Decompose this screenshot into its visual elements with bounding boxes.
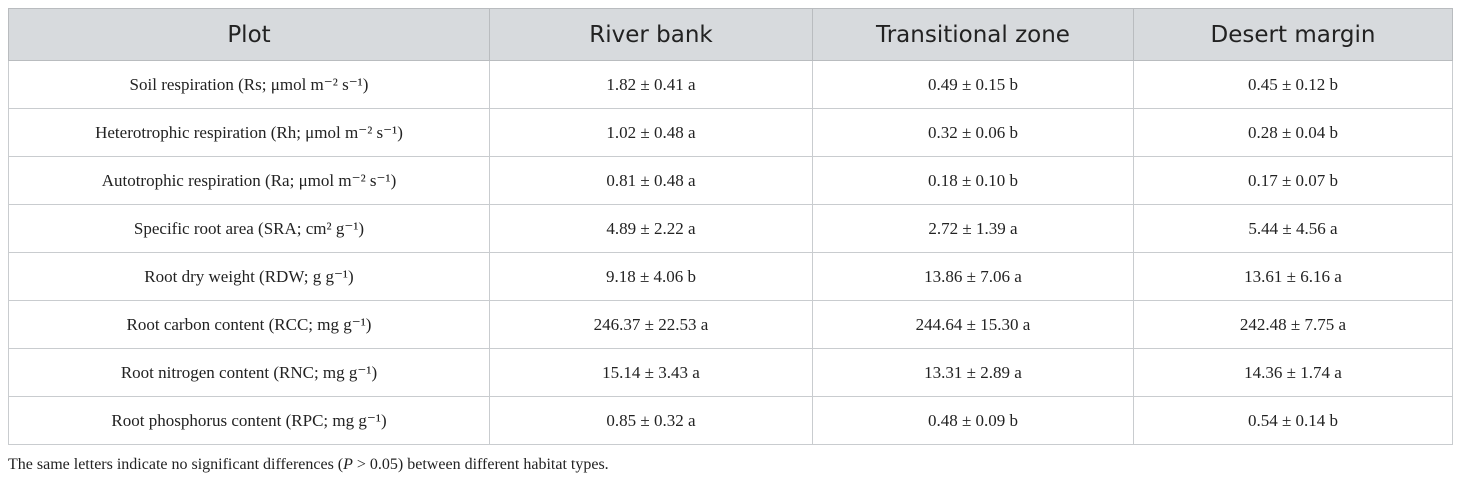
footnote-text: > 0.05) between different habitat types. <box>352 456 609 473</box>
row-label: Soil respiration (Rs; μmol m⁻² s⁻¹) <box>8 60 490 109</box>
value-cell: 13.61 ± 6.16 a <box>1133 252 1453 301</box>
row-label: Heterotrophic respiration (Rh; μmol m⁻² … <box>8 108 490 157</box>
table-header: Plot River bank Transitional zone Desert… <box>8 8 1453 61</box>
value-cell: 0.45 ± 0.12 b <box>1133 60 1453 109</box>
header-cell: Transitional zone <box>812 8 1134 61</box>
row-label: Root carbon content (RCC; mg g⁻¹) <box>8 300 490 349</box>
table-wrap: Plot River bank Transitional zone Desert… <box>8 8 1453 445</box>
value-cell: 0.81 ± 0.48 a <box>489 156 813 205</box>
table-row: Specific root area (SRA; cm² g⁻¹) 4.89 ± … <box>8 204 1453 253</box>
value-cell: 242.48 ± 7.75 a <box>1133 300 1453 349</box>
table-row: Soil respiration (Rs; μmol m⁻² s⁻¹) 1.82 … <box>8 60 1453 109</box>
value-cell: 0.48 ± 0.09 b <box>812 396 1134 445</box>
row-label: Root nitrogen content (RNC; mg g⁻¹) <box>8 348 490 397</box>
value-cell: 4.89 ± 2.22 a <box>489 204 813 253</box>
value-cell: 2.72 ± 1.39 a <box>812 204 1134 253</box>
header-cell: River bank <box>489 8 813 61</box>
table-row: Heterotrophic respiration (Rh; μmol m⁻² … <box>8 108 1453 157</box>
table-row: Root nitrogen content (RNC; mg g⁻¹) 15.14… <box>8 348 1453 397</box>
footnote: The same letters indicate no significant… <box>8 456 609 474</box>
row-label: Specific root area (SRA; cm² g⁻¹) <box>8 204 490 253</box>
header-cell: Plot <box>8 8 490 61</box>
row-label: Root phosphorus content (RPC; mg g⁻¹) <box>8 396 490 445</box>
value-cell: 5.44 ± 4.56 a <box>1133 204 1453 253</box>
value-cell: 1.02 ± 0.48 a <box>489 108 813 157</box>
footnote-italic: P <box>343 456 353 473</box>
table-row: Autotrophic respiration (Ra; μmol m⁻² s⁻… <box>8 156 1453 205</box>
value-cell: 0.32 ± 0.06 b <box>812 108 1134 157</box>
header-row: Plot River bank Transitional zone Desert… <box>8 8 1453 61</box>
value-cell: 0.49 ± 0.15 b <box>812 60 1134 109</box>
table-row: Root dry weight (RDW; g g⁻¹) 9.18 ± 4.06 … <box>8 252 1453 301</box>
footnote-text: The same letters indicate no significant… <box>8 456 344 473</box>
value-cell: 0.18 ± 0.10 b <box>812 156 1134 205</box>
row-label: Root dry weight (RDW; g g⁻¹) <box>8 252 490 301</box>
value-cell: 13.31 ± 2.89 a <box>812 348 1134 397</box>
value-cell: 246.37 ± 22.53 a <box>489 300 813 349</box>
value-cell: 14.36 ± 1.74 a <box>1133 348 1453 397</box>
table-row: Root phosphorus content (RPC; mg g⁻¹) 0.8… <box>8 396 1453 445</box>
table-body: Soil respiration (Rs; μmol m⁻² s⁻¹) 1.82 … <box>8 60 1453 445</box>
table: Plot River bank Transitional zone Desert… <box>8 8 1453 445</box>
table-row: Root carbon content (RCC; mg g⁻¹) 246.37 … <box>8 300 1453 349</box>
value-cell: 244.64 ± 15.30 a <box>812 300 1134 349</box>
value-cell: 1.82 ± 0.41 a <box>489 60 813 109</box>
value-cell: 0.85 ± 0.32 a <box>489 396 813 445</box>
value-cell: 0.54 ± 0.14 b <box>1133 396 1453 445</box>
row-label: Autotrophic respiration (Ra; μmol m⁻² s⁻… <box>8 156 490 205</box>
value-cell: 9.18 ± 4.06 b <box>489 252 813 301</box>
header-cell: Desert margin <box>1133 8 1453 61</box>
value-cell: 0.28 ± 0.04 b <box>1133 108 1453 157</box>
value-cell: 13.86 ± 7.06 a <box>812 252 1134 301</box>
value-cell: 0.17 ± 0.07 b <box>1133 156 1453 205</box>
value-cell: 15.14 ± 3.43 a <box>489 348 813 397</box>
